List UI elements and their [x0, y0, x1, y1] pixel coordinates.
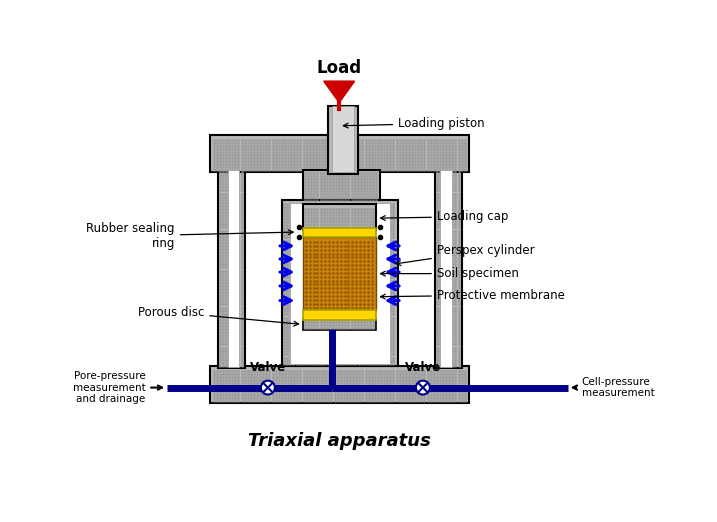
Bar: [210, 135, 470, 172]
Text: Loading cap: Loading cap: [381, 210, 508, 223]
Text: Loading piston: Loading piston: [343, 117, 485, 130]
Text: Valve: Valve: [405, 361, 441, 374]
Bar: [217, 170, 244, 369]
Bar: [435, 170, 462, 369]
Bar: [303, 310, 376, 320]
Polygon shape: [323, 81, 355, 103]
Bar: [303, 171, 380, 203]
Bar: [227, 171, 239, 367]
Bar: [303, 319, 376, 330]
Bar: [440, 171, 452, 367]
Text: Protective membrane: Protective membrane: [381, 289, 565, 302]
Text: Cell-pressure
measurement: Cell-pressure measurement: [573, 377, 655, 398]
Text: Porous disc: Porous disc: [138, 305, 298, 326]
Text: Pore-pressure
measurement
and drainage: Pore-pressure measurement and drainage: [72, 371, 162, 404]
Text: Triaxial apparatus: Triaxial apparatus: [248, 433, 431, 450]
Bar: [290, 203, 390, 364]
Text: Load: Load: [317, 60, 362, 77]
Bar: [303, 228, 376, 238]
Bar: [282, 200, 398, 366]
Circle shape: [416, 381, 430, 395]
Circle shape: [261, 381, 275, 395]
Bar: [303, 238, 376, 311]
Text: Perspex cylinder: Perspex cylinder: [396, 244, 534, 265]
Bar: [328, 106, 358, 173]
Bar: [332, 106, 354, 172]
Text: Soil specimen: Soil specimen: [381, 267, 518, 280]
Bar: [303, 204, 376, 230]
Text: Valve: Valve: [250, 361, 286, 374]
Text: Rubber sealing
ring: Rubber sealing ring: [86, 222, 293, 250]
Bar: [210, 366, 470, 403]
